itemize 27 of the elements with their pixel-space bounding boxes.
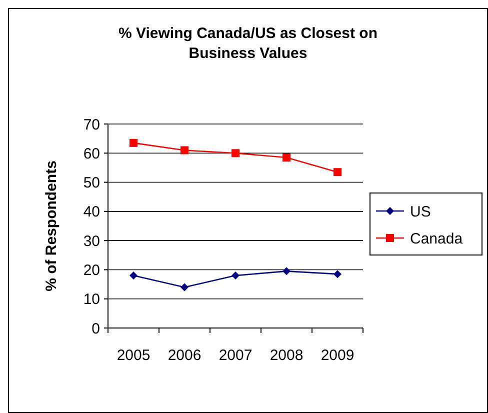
point — [232, 272, 240, 280]
y-tick-label: 50 — [83, 174, 100, 192]
y-tick-label: 20 — [83, 262, 100, 279]
x-tick-label: 2008 — [270, 347, 304, 364]
y-tick-label: 0 — [92, 320, 100, 338]
point — [180, 146, 188, 154]
point — [180, 283, 188, 292]
x-tick-label: 2006 — [168, 347, 202, 364]
y-tick-label: 70 — [83, 116, 100, 134]
point — [130, 272, 138, 280]
chart-title: % Viewing Canada/US as Closest on Business Values — [118, 25, 378, 62]
legend-label: Canada — [410, 230, 464, 248]
point — [282, 154, 290, 162]
point — [334, 270, 342, 278]
y-tick-label: 10 — [83, 291, 100, 308]
x-tick-label: 2009 — [320, 347, 354, 364]
x-tick-label: 2007 — [218, 347, 252, 364]
point — [232, 149, 240, 158]
point — [130, 138, 138, 147]
y-tick-label: 40 — [83, 204, 100, 221]
x-tick-label: 2005 — [116, 347, 150, 364]
y-axis-title: % of Respondents — [43, 160, 60, 292]
point — [334, 168, 342, 176]
y-tick-label: 30 — [83, 232, 100, 250]
legend-label: US — [410, 203, 431, 220]
y-tick-label: 60 — [83, 145, 100, 162]
point — [282, 267, 290, 276]
